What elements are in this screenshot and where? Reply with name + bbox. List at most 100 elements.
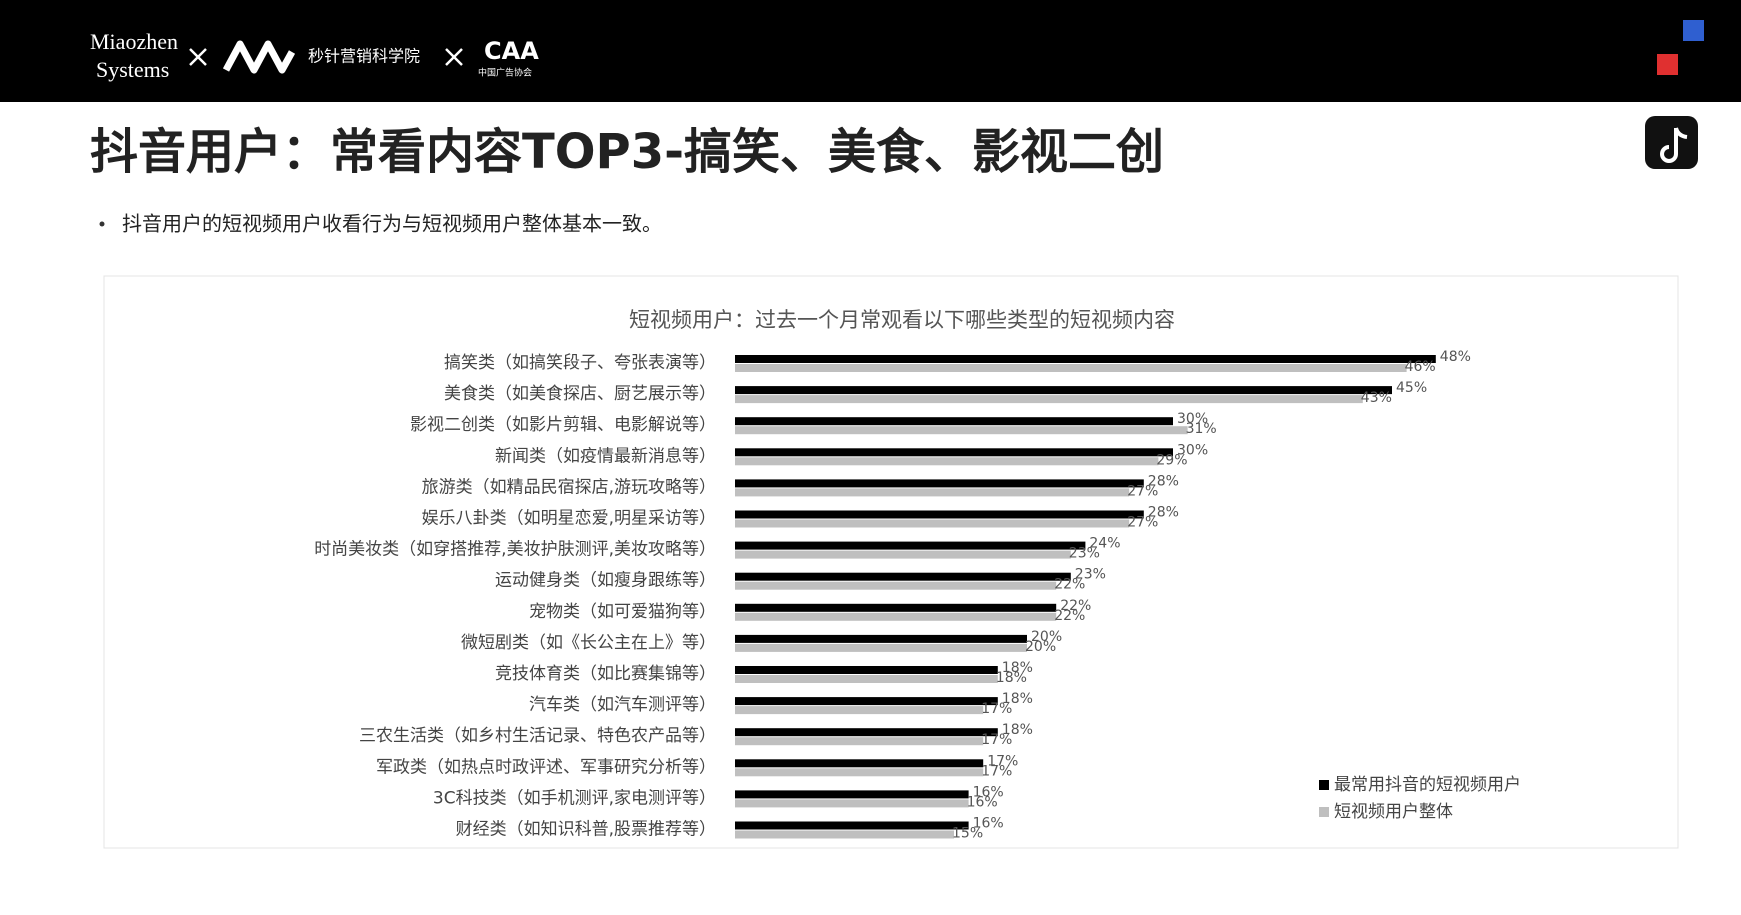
category-label: 影视二创类（如影片剪辑、电影解说等） xyxy=(410,415,716,435)
value-label: 27% xyxy=(1127,515,1158,531)
bar xyxy=(735,510,1144,519)
value-label: 20% xyxy=(1025,639,1056,655)
value-label: 45% xyxy=(1396,380,1427,396)
category-label: 3C科技类（如手机测评,家电测评等） xyxy=(433,788,716,808)
logo-text: 秒针营销科学院 xyxy=(308,47,420,66)
logo-text: Miaozhen xyxy=(90,29,178,54)
value-label: 17% xyxy=(981,701,1012,717)
logo-mark xyxy=(222,40,296,74)
value-label: 18% xyxy=(1002,691,1033,707)
bullet-text: 抖音用户的短视频用户收看行为与短视频用户整体基本一致。 xyxy=(122,212,662,236)
bar xyxy=(735,821,969,830)
bar xyxy=(735,603,1057,612)
bar xyxy=(735,488,1130,497)
value-label: 16% xyxy=(967,794,998,810)
category-label: 军政类（如热点时政评述、军事研究分析等） xyxy=(376,757,716,777)
value-label: 22% xyxy=(1054,577,1085,593)
bar xyxy=(735,448,1173,457)
value-label: 22% xyxy=(1060,598,1091,614)
bar xyxy=(735,386,1392,395)
bar xyxy=(735,728,998,737)
value-label: 23% xyxy=(1075,567,1106,583)
value-label: 43% xyxy=(1361,390,1392,406)
value-label: 18% xyxy=(1002,722,1033,738)
bar xyxy=(735,417,1173,426)
bar xyxy=(735,519,1130,528)
tiktok-icon xyxy=(1645,116,1698,169)
bar xyxy=(735,830,954,839)
value-label: 18% xyxy=(1002,660,1033,676)
logo-text: CAA xyxy=(484,37,539,65)
category-label: 微短剧类（如《长公主在上》等） xyxy=(461,633,716,653)
category-label: 汽车类（如汽车测评等） xyxy=(529,695,716,715)
bullet-dot xyxy=(99,221,105,227)
value-label: 18% xyxy=(996,670,1027,686)
bar xyxy=(735,759,984,768)
bar xyxy=(735,768,984,777)
logo-text: 中国广告协会 xyxy=(478,67,532,79)
bar xyxy=(735,541,1086,550)
category-label: 美食类（如美食探店、厨艺展示等） xyxy=(444,384,716,404)
bar xyxy=(735,572,1071,581)
category-label: 运动健身类（如瘦身跟练等） xyxy=(495,571,716,591)
category-label: 宠物类（如可爱猫狗等） xyxy=(529,602,716,622)
value-label: 17% xyxy=(987,753,1018,769)
value-label: 28% xyxy=(1148,473,1179,489)
category-label: 财经类（如知识科普,股票推荐等） xyxy=(456,820,716,840)
bar xyxy=(735,634,1027,643)
category-label: 新闻类（如疫情最新消息等） xyxy=(495,446,716,466)
bar xyxy=(735,799,969,808)
page-title: 抖音用户：常看内容TOP3-搞笑、美食、影视二创 xyxy=(90,124,1164,180)
bar xyxy=(735,790,969,799)
bar xyxy=(735,457,1159,466)
bar xyxy=(735,426,1188,435)
value-label: 27% xyxy=(1127,483,1158,499)
category-label: 娱乐八卦类（如明星恋爱,明星采访等） xyxy=(422,508,716,529)
bar xyxy=(735,395,1363,404)
category-label: 旅游类（如精品民宿探店,游玩攻略等） xyxy=(422,477,716,497)
bar xyxy=(735,666,998,674)
value-label: 48% xyxy=(1440,349,1471,365)
logo-text: Systems xyxy=(96,57,169,82)
chart-title: 短视频用户：过去一个月常观看以下哪些类型的短视频内容 xyxy=(629,308,1175,332)
bar xyxy=(735,581,1057,590)
value-label: 23% xyxy=(1069,546,1100,562)
value-label: 29% xyxy=(1156,452,1187,468)
value-label: 16% xyxy=(973,784,1004,800)
value-label: 16% xyxy=(973,816,1004,832)
bar xyxy=(735,697,998,706)
value-label: 30% xyxy=(1177,442,1208,458)
value-label: 46% xyxy=(1405,359,1436,375)
legend-label: 短视频用户整体 xyxy=(1334,802,1453,822)
value-label: 20% xyxy=(1031,629,1062,645)
category-label: 搞笑类（如搞笑段子、夸张表演等） xyxy=(444,353,716,373)
value-label: 31% xyxy=(1186,421,1217,437)
bar xyxy=(735,737,984,746)
category-label: 时尚美妆类（如穿搭推荐,美妆护肤测评,美妆攻略等） xyxy=(314,540,716,560)
bar xyxy=(735,550,1071,559)
deco-square xyxy=(1683,20,1704,41)
bar xyxy=(735,675,998,683)
separator xyxy=(189,48,463,66)
bar xyxy=(735,479,1144,488)
value-label: 30% xyxy=(1177,411,1208,427)
value-label: 28% xyxy=(1148,505,1179,521)
bar xyxy=(735,612,1057,621)
value-label: 17% xyxy=(981,763,1012,779)
category-label: 竞技体育类（如比赛集锦等） xyxy=(495,663,716,684)
category-label: 三农生活类（如乡村生活记录、特色农产品等） xyxy=(359,726,716,746)
bar xyxy=(735,706,984,715)
legend-swatch xyxy=(1319,807,1329,817)
legend-label: 最常用抖音的短视频用户 xyxy=(1334,775,1521,795)
tiktok-note xyxy=(1660,127,1688,163)
deco-square xyxy=(1657,54,1678,75)
value-label: 24% xyxy=(1089,536,1120,552)
value-label: 17% xyxy=(981,732,1012,748)
legend-swatch xyxy=(1319,780,1329,790)
bar xyxy=(735,643,1027,652)
bar xyxy=(735,364,1407,372)
value-label: 22% xyxy=(1054,608,1085,624)
value-label: 15% xyxy=(952,826,983,842)
bar xyxy=(735,355,1436,363)
